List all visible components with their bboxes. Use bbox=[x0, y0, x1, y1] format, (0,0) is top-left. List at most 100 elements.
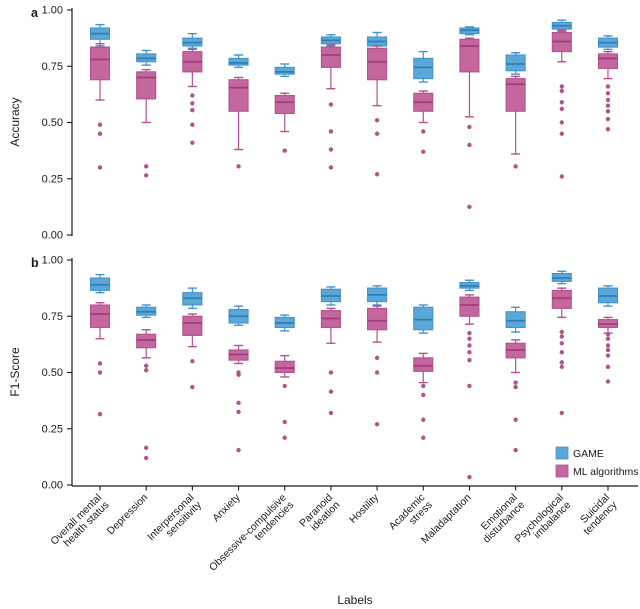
legend-swatch-game bbox=[555, 446, 569, 460]
outlier-dot bbox=[605, 109, 611, 114]
box bbox=[89, 304, 111, 329]
x-tick-label-line: Obsessive-compulsive bbox=[208, 492, 289, 573]
y-axis-title-f1score: F1-Score bbox=[8, 347, 22, 397]
outlier-dot bbox=[513, 384, 518, 390]
outlier-dot bbox=[328, 370, 334, 375]
box bbox=[274, 94, 295, 115]
outlier-dot bbox=[236, 409, 241, 415]
y-axis-title-accuracy: Accuracy bbox=[8, 97, 22, 146]
box bbox=[367, 47, 388, 81]
outlier-dot bbox=[559, 88, 564, 94]
y-tick-label: 0.50 bbox=[42, 367, 63, 379]
box bbox=[320, 46, 341, 68]
outlier-dot bbox=[559, 100, 564, 105]
x-tick-label-line: Anxiety bbox=[211, 492, 243, 524]
outlier-dot bbox=[374, 355, 380, 361]
outlier-dot bbox=[605, 91, 611, 96]
outlier-dot bbox=[605, 116, 611, 122]
legend: GAME ML algorithms bbox=[555, 446, 639, 478]
outlier-dot bbox=[97, 411, 103, 417]
y-tick-label: 0.25 bbox=[42, 423, 63, 435]
outlier-dot bbox=[467, 204, 472, 210]
outlier-dot bbox=[236, 447, 241, 453]
box bbox=[459, 296, 480, 317]
outlier-dot bbox=[605, 353, 611, 358]
box bbox=[89, 46, 111, 81]
box bbox=[551, 289, 572, 309]
outlier-dot bbox=[513, 380, 518, 385]
outlier-dot bbox=[559, 350, 564, 355]
outlier-dot bbox=[467, 350, 472, 355]
x-tick-label-line: Depression bbox=[105, 492, 150, 537]
panel-a: 0.00 0.25 0.50 0.75 1.00 bbox=[42, 5, 619, 242]
outlier-dot bbox=[143, 445, 149, 451]
y-tick-label: 0.75 bbox=[42, 311, 63, 323]
outlier-dot bbox=[605, 336, 611, 341]
box bbox=[459, 38, 480, 73]
y-tick-label: 0.75 bbox=[42, 61, 63, 73]
box bbox=[228, 79, 249, 112]
box bbox=[136, 71, 157, 100]
outlier-dot bbox=[374, 118, 380, 123]
outlier-dot bbox=[143, 173, 149, 178]
outlier-dot bbox=[190, 107, 195, 113]
outlier-dot bbox=[605, 97, 611, 103]
legend-swatch-ml-algorithms bbox=[555, 464, 569, 478]
outlier-dot bbox=[236, 372, 241, 377]
outlier-dot bbox=[328, 389, 334, 394]
outlier-dot bbox=[143, 368, 149, 373]
x-tick-label: Maladaptation bbox=[420, 492, 474, 546]
outlier-dot bbox=[190, 101, 195, 106]
outlier-dot bbox=[143, 164, 149, 169]
outlier-dot bbox=[605, 84, 611, 89]
outlier-dot bbox=[605, 103, 611, 108]
y-tick-label: 1.00 bbox=[42, 5, 63, 17]
outlier-dot bbox=[236, 164, 241, 169]
panels-group: 0.00 0.25 0.50 0.75 1.00 0.00 0.25 0.50 0.75 1.00… bbox=[42, 5, 638, 574]
outlier-dot bbox=[467, 330, 472, 336]
outlier-dot bbox=[467, 357, 472, 363]
outlier-dot bbox=[559, 329, 564, 335]
x-axis-title: Labels bbox=[337, 593, 372, 607]
outlier-dot bbox=[605, 347, 611, 353]
box bbox=[136, 333, 157, 349]
outlier-dot bbox=[328, 102, 334, 107]
outlier-dot bbox=[282, 383, 287, 389]
outlier-dot bbox=[421, 435, 426, 440]
x-tick-label: Depression bbox=[105, 492, 150, 537]
outlier-dot bbox=[605, 364, 611, 370]
outlier-dot bbox=[513, 447, 518, 453]
y-tick-label: 1.00 bbox=[42, 255, 63, 267]
outlier-dot bbox=[421, 149, 426, 154]
box bbox=[505, 311, 526, 329]
outlier-dot bbox=[559, 131, 564, 136]
outlier-dot bbox=[374, 131, 380, 136]
outlier-dot bbox=[97, 361, 103, 366]
outlier-dot bbox=[605, 379, 611, 384]
outlier-dot bbox=[559, 360, 564, 365]
legend-label-game: GAME bbox=[573, 448, 604, 460]
y-tick-label: 0.25 bbox=[42, 173, 63, 185]
series-game bbox=[89, 19, 619, 83]
outlier-dot bbox=[513, 417, 518, 422]
outlier-dot bbox=[421, 383, 426, 389]
box bbox=[505, 78, 526, 112]
outlier-dot bbox=[97, 370, 103, 375]
box bbox=[505, 54, 526, 72]
box bbox=[228, 57, 249, 66]
outlier-dot bbox=[467, 142, 472, 148]
series-game bbox=[89, 270, 619, 334]
panel-b-letter: b bbox=[31, 256, 39, 270]
outlier-dot bbox=[328, 147, 334, 152]
outlier-dot bbox=[236, 400, 241, 406]
outlier-dot bbox=[97, 165, 103, 170]
series-ml-algorithms bbox=[89, 29, 619, 210]
outlier-dot bbox=[190, 93, 195, 98]
y-tick-label: 0.00 bbox=[42, 480, 63, 492]
outlier-dot bbox=[467, 336, 472, 341]
panel-b: 0.00 0.25 0.50 0.75 1.00 Overall mentalhealth… bbox=[42, 255, 638, 574]
